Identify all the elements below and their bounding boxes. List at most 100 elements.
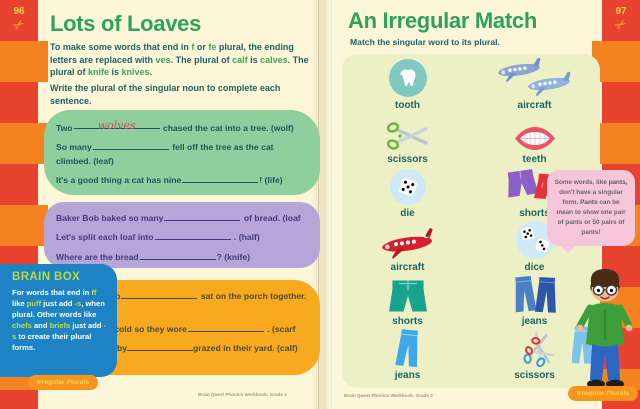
match-word: scissors	[514, 370, 555, 381]
answer-blank[interactable]	[92, 140, 169, 151]
answer-blank[interactable]	[182, 173, 259, 183]
sentence: The two sat on the porch together. (wife…	[88, 289, 308, 317]
stripe	[602, 0, 640, 41]
sentence-box-green: Two wolves chased the cat into a tree. (w…	[44, 110, 320, 195]
topic-badge-left: Irregular Plurals	[28, 375, 99, 390]
match-grid: tooth	[344, 58, 598, 386]
match-word: aircraft	[390, 262, 425, 273]
intro-text: To make some words that end in f or fe p…	[50, 42, 309, 78]
match-item-shorts[interactable]: shorts	[344, 274, 471, 328]
stripe	[0, 123, 48, 164]
sentence: Baker Bob baked so many of bread. (loaf	[56, 211, 308, 225]
instruction-text: Write the plural of the singular noun to…	[50, 83, 281, 106]
match-item-dice[interactable]: dice	[471, 220, 598, 274]
sentence-pre: Let's split each loaf into	[56, 232, 154, 243]
answer-blank[interactable]	[121, 289, 198, 299]
match-word: aircraft	[517, 100, 552, 111]
match-word: jeans	[394, 370, 421, 381]
answer-blank[interactable]	[154, 230, 231, 241]
sentence-post: grazed in their yard. (calf)	[193, 342, 298, 353]
match-item-tooth[interactable]: tooth	[344, 58, 471, 112]
stripe	[0, 41, 48, 82]
brain-box-title: BRAIN BOX	[12, 271, 81, 283]
answer-blank[interactable]: wolves	[73, 119, 160, 132]
match-word: die	[400, 208, 415, 219]
subtitle-right: Match the singular word to its plural.	[350, 37, 500, 47]
scissors-pair-icon	[522, 331, 555, 368]
match-item-jeans[interactable]: jeans	[344, 328, 471, 382]
shorts-icon	[388, 280, 427, 312]
sentence: Let's split each loaf into . (half)	[56, 230, 308, 244]
sentence-pre: Two	[56, 123, 73, 133]
sentence-pre: So many	[56, 142, 92, 153]
answer-blank[interactable]	[127, 341, 193, 351]
brain-box-body: For words that end in ff like puff just …	[12, 288, 107, 352]
match-item-scissors[interactable]: scissors	[344, 112, 471, 166]
match-item-aircraft[interactable]: aircraft	[344, 220, 471, 274]
page-crease	[318, 0, 319, 409]
stripe	[0, 0, 38, 41]
match-item-scissors-pair[interactable]: scissors	[471, 328, 598, 382]
match-word: scissors	[387, 154, 428, 165]
airplane-icon	[381, 228, 432, 259]
sentence: So many fell off the tree as the cat cli…	[56, 140, 308, 168]
match-item-jeans-pair[interactable]: jeans	[471, 274, 598, 328]
match-item-aircraft-pair[interactable]: aircraft	[471, 58, 598, 112]
jeans-pair-icon	[514, 275, 556, 313]
match-item-teeth[interactable]: teeth	[471, 112, 598, 166]
page-crease	[331, 0, 332, 409]
match-word: teeth	[522, 154, 547, 165]
stripe	[592, 41, 640, 82]
match-word: dice	[524, 262, 545, 273]
sentence-post: chased the cat into a tree. (wolf)	[160, 123, 294, 133]
brain-box: BRAIN BOX For words that end in ff like …	[0, 264, 117, 377]
match-word: shorts	[392, 316, 423, 327]
sentence-post: ? (knife)	[216, 251, 251, 262]
jeans-icon	[394, 329, 418, 368]
sentence: It's a good thing a cat has nine ! (life)	[56, 173, 308, 187]
footer-right: Brain Quest Phonics Workbook: Grade 2	[344, 393, 433, 398]
topic-badge-right: Irregular Plurals	[568, 386, 639, 401]
sentence-post: . (half)	[231, 232, 260, 243]
boy-character	[572, 269, 633, 389]
sentence: It was cold so they wore . (scarf	[88, 322, 308, 336]
match-word: tooth	[395, 100, 420, 111]
teeth-icon	[514, 127, 555, 150]
stripe	[0, 390, 38, 409]
stripe	[0, 205, 48, 246]
footer-left: Brain Quest Phonics Workbook: Grade 2	[198, 392, 287, 397]
sentence-post: of bread. (loaf	[241, 213, 301, 223]
sentence-pre: Where are the bread	[56, 251, 139, 262]
page-number-right: 97	[615, 6, 627, 17]
answer-blank[interactable]	[139, 250, 216, 260]
handwritten-answer: wolves	[97, 119, 136, 132]
sentence-post: ! (life)	[259, 174, 283, 185]
die-icon	[389, 168, 426, 206]
scissors-icon	[386, 122, 428, 150]
sentence-pre: Baker Bob baked so many	[56, 213, 164, 223]
page-title-left: Lots of Loaves	[50, 11, 202, 36]
page-title-right: An Irregular Match	[348, 8, 537, 33]
answer-blank[interactable]	[187, 322, 264, 332]
dice-pair-icon	[515, 220, 554, 260]
tooth-icon	[388, 59, 427, 97]
tip-bubble: Some words, like pants, don't have a sin…	[547, 170, 635, 246]
sentence-pre: It's a good thing a cat has nine	[56, 174, 182, 185]
stripe	[0, 82, 38, 123]
stripe	[592, 123, 640, 164]
match-word: shorts	[519, 208, 550, 219]
match-word: jeans	[521, 316, 548, 327]
sentence: Two wolves chased the cat into a tree. (w…	[56, 119, 308, 135]
match-panel: tooth	[342, 54, 600, 388]
stripe	[0, 164, 38, 205]
sentence: Where are the bread ? (knife)	[56, 250, 308, 264]
aircraft-pair-icon	[497, 58, 570, 97]
sentence-post: fell off the tree as the cat climbed. (l…	[56, 142, 274, 166]
sentence: Two babygrazed in their yard. (calf)	[88, 341, 308, 355]
stripe	[602, 82, 640, 123]
answer-blank[interactable]	[164, 211, 241, 221]
sentence-box-purple: Baker Bob baked so many of bread. (loaf …	[44, 202, 320, 268]
match-item-die[interactable]: die	[344, 166, 471, 220]
sentence-pre: It was cold so they wore	[88, 323, 187, 334]
